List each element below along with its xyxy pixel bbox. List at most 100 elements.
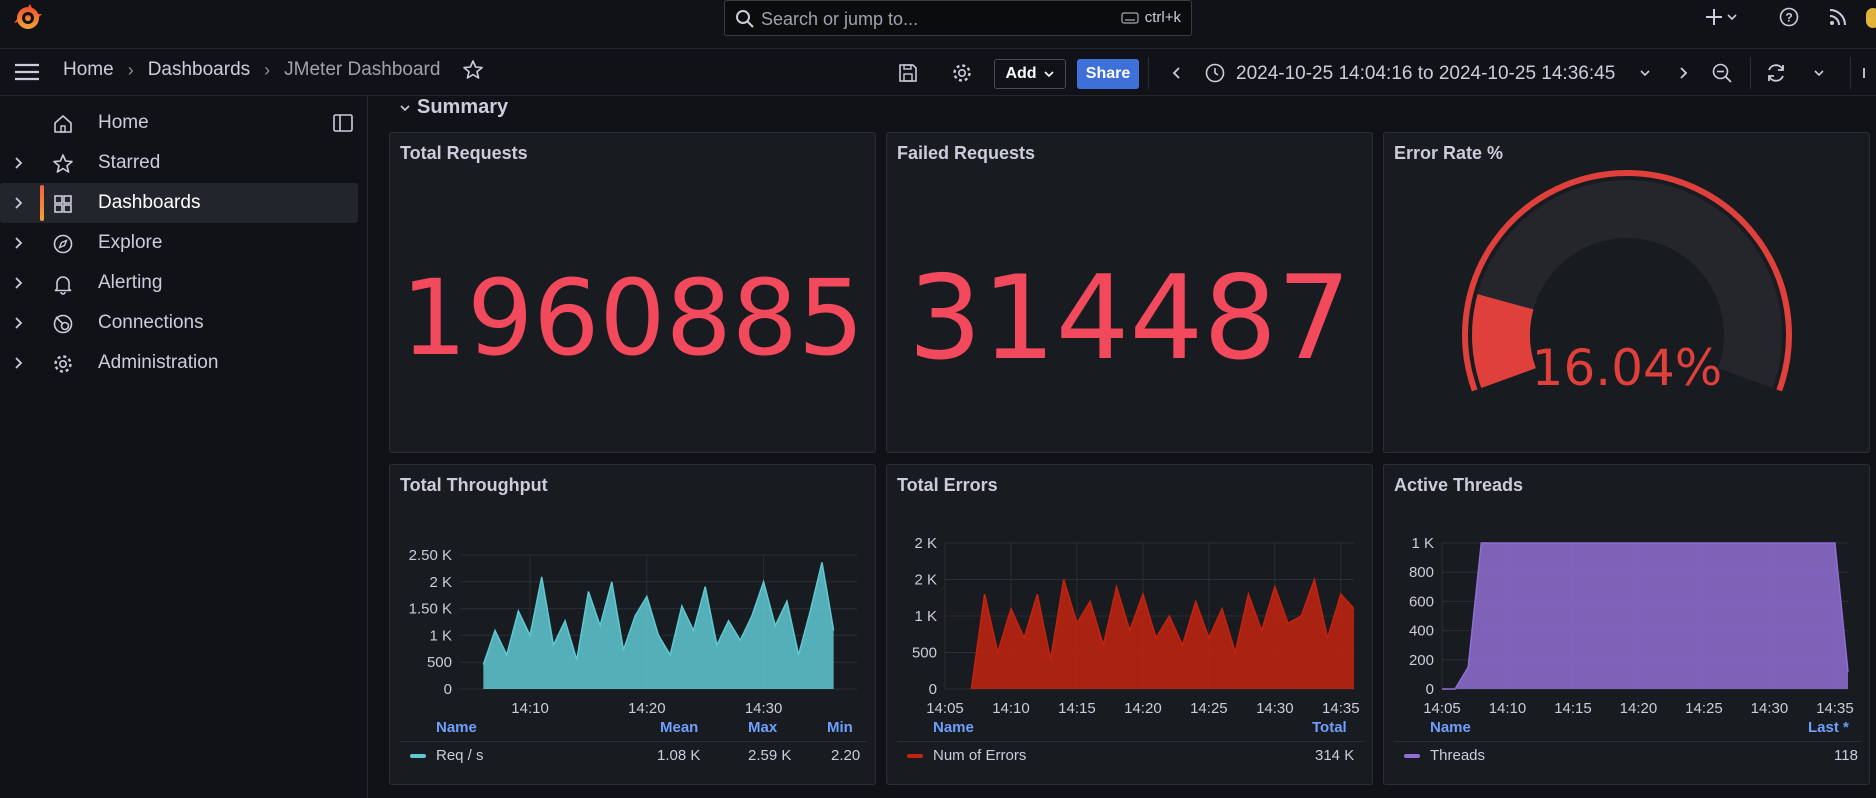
y-tick-label: 600 (1409, 593, 1434, 610)
y-tick-label: 2 K (914, 535, 937, 552)
grafana-logo-icon[interactable] (14, 4, 42, 32)
chevron-right-icon[interactable] (12, 155, 24, 171)
y-tick-label: 1 K (429, 627, 452, 644)
collapse-icon[interactable] (1860, 65, 1876, 81)
time-forward-chevron-icon[interactable] (1676, 65, 1690, 81)
svg-text:?: ? (1785, 11, 1792, 25)
chevron-down-icon[interactable] (1638, 66, 1652, 80)
stat-value: 1960885 (400, 257, 865, 379)
chevron-down-icon (1043, 71, 1054, 78)
sidebar-item-label: Explore (98, 232, 163, 253)
breadcrumb-current: JMeter Dashboard (284, 59, 441, 80)
divider (1394, 741, 1861, 742)
sidebar-item-administration[interactable]: Administration (0, 343, 358, 383)
panel-active-threads[interactable]: Active Threads 1 K 800 600 400 200 0 14:05 14:1… (1383, 464, 1870, 785)
legend-series-name[interactable]: Threads (1430, 747, 1486, 764)
search-placeholder: Search or jump to... (761, 9, 919, 29)
dashboard-nav-bar: Home › Dashboards › JMeter Dashboard Add… (0, 48, 1876, 96)
chevron-right-icon[interactable] (12, 315, 24, 331)
panel-title: Active Threads (1394, 475, 1524, 495)
breadcrumb: Home › Dashboards › JMeter Dashboard (63, 59, 484, 81)
y-tick-label: 1 K (1411, 535, 1434, 552)
y-tick-label: 0 (444, 681, 452, 698)
avatar[interactable] (1866, 8, 1876, 28)
search-input[interactable]: Search or jump to... ctrl+k (724, 0, 1192, 36)
x-tick-label: 14:10 (992, 700, 1030, 717)
throughput-chart: 2.50 K 2 K 1.50 K 1 K 500 0 14:10 14:20 14:30 (409, 547, 857, 717)
news-rss-icon[interactable] (1827, 6, 1849, 28)
add-button[interactable]: Add (994, 59, 1066, 89)
series-line (482, 562, 835, 665)
sidebar-item-label: Alerting (98, 272, 163, 293)
gauge-threshold-arc (1462, 170, 1792, 392)
legend-header-max[interactable]: Max (748, 719, 778, 736)
settings-gear-icon[interactable] (951, 62, 973, 84)
x-tick-label: 14:35 (1322, 700, 1360, 717)
time-back-chevron-icon[interactable] (1170, 65, 1184, 81)
legend-header-name[interactable]: Name (1430, 719, 1471, 736)
connections-icon (53, 314, 73, 334)
active-indicator (40, 185, 44, 221)
gauge-chart: 16.04% (1462, 170, 1792, 397)
panel-total-errors[interactable]: Total Errors 2 K 2 K 1 K 500 0 14:05 14:10 14:1… (886, 464, 1373, 785)
sidebar-item-connections[interactable]: Connections (0, 303, 358, 343)
legend-header-min[interactable]: Min (827, 719, 853, 736)
help-icon[interactable]: ? (1778, 6, 1800, 28)
row-summary[interactable]: Summary (399, 96, 508, 119)
keyboard-icon (1121, 12, 1139, 23)
legend-swatch (410, 754, 426, 758)
sidebar-item-home[interactable]: Home (0, 103, 358, 143)
chevron-down-icon (400, 104, 410, 111)
legend-header-mean[interactable]: Mean (660, 719, 699, 736)
divider (1750, 57, 1751, 89)
legend-mean: 1.08 K (657, 747, 701, 764)
breadcrumb-home[interactable]: Home (63, 59, 114, 80)
threads-chart: 1 K 800 600 400 200 0 14:05 14:10 14:15 14:20 14:2… (1409, 535, 1854, 717)
new-menu-button[interactable] (1703, 6, 1739, 28)
panel-total-requests[interactable]: Total Requests 1960885 (389, 132, 876, 453)
sidebar-item-alerting[interactable]: Alerting (0, 263, 358, 303)
menu-hamburger-icon[interactable] (14, 61, 40, 83)
panel-title: Total Throughput (400, 475, 548, 495)
y-tick-label: 2 K (914, 572, 937, 589)
chevron-right-icon[interactable] (12, 355, 24, 371)
refresh-icon[interactable] (1765, 62, 1787, 84)
x-tick-label: 14:25 (1685, 700, 1723, 717)
time-range-picker[interactable]: 2024-10-25 14:04:16 to 2024-10-25 14:36:… (1236, 63, 1616, 84)
breadcrumb-dashboards[interactable]: Dashboards (147, 59, 251, 80)
legend-header-last[interactable]: Last * (1808, 719, 1849, 736)
star-icon[interactable] (462, 59, 484, 81)
y-tick-label: 0 (1426, 681, 1434, 698)
panel-failed-requests[interactable]: Failed Requests 314487 (886, 132, 1373, 453)
legend-series-name[interactable]: Req / s (436, 747, 484, 764)
series-area (1442, 543, 1848, 689)
chevron-right-icon[interactable] (12, 275, 24, 291)
shortcut-text: ctrl+k (1144, 9, 1181, 26)
panel-title: Failed Requests (897, 143, 1036, 163)
sidebar-item-explore[interactable]: Explore (0, 223, 358, 263)
breadcrumb-separator: › (127, 59, 134, 80)
series-area (483, 562, 834, 689)
sidebar-item-dashboards[interactable]: Dashboards (0, 183, 358, 223)
panel-total-throughput[interactable]: Total Throughput 2.50 K 2 K 1.50 K 1 K 500 0 1… (389, 464, 876, 785)
x-tick-label: 14:20 (1620, 700, 1658, 717)
legend-header-name[interactable]: Name (436, 719, 477, 736)
chevron-right-icon[interactable] (12, 235, 24, 251)
panel-error-rate[interactable]: Error Rate % 16.04% (1383, 132, 1870, 453)
save-icon[interactable] (897, 62, 919, 84)
x-tick-label: 14:30 (745, 700, 783, 717)
chevron-right-icon[interactable] (12, 195, 24, 211)
legend-header-name[interactable]: Name (933, 719, 974, 736)
legend-header-total[interactable]: Total (1312, 719, 1347, 736)
dock-menu-icon[interactable] (333, 114, 353, 132)
y-tick-label: 800 (1409, 564, 1434, 581)
legend-series-name[interactable]: Num of Errors (933, 747, 1027, 764)
x-tick-label: 14:15 (1058, 700, 1096, 717)
sidebar-item-starred[interactable]: Starred (0, 143, 358, 183)
errors-chart: 2 K 2 K 1 K 500 0 14:05 14:10 14:15 14:20 14:25 14… (912, 535, 1360, 717)
share-button[interactable]: Share (1077, 59, 1139, 89)
legend-last: 118 (1834, 747, 1858, 764)
chevron-down-icon[interactable] (1812, 66, 1826, 80)
zoom-out-icon[interactable] (1711, 62, 1733, 84)
sidebar-item-label: Connections (98, 312, 204, 333)
